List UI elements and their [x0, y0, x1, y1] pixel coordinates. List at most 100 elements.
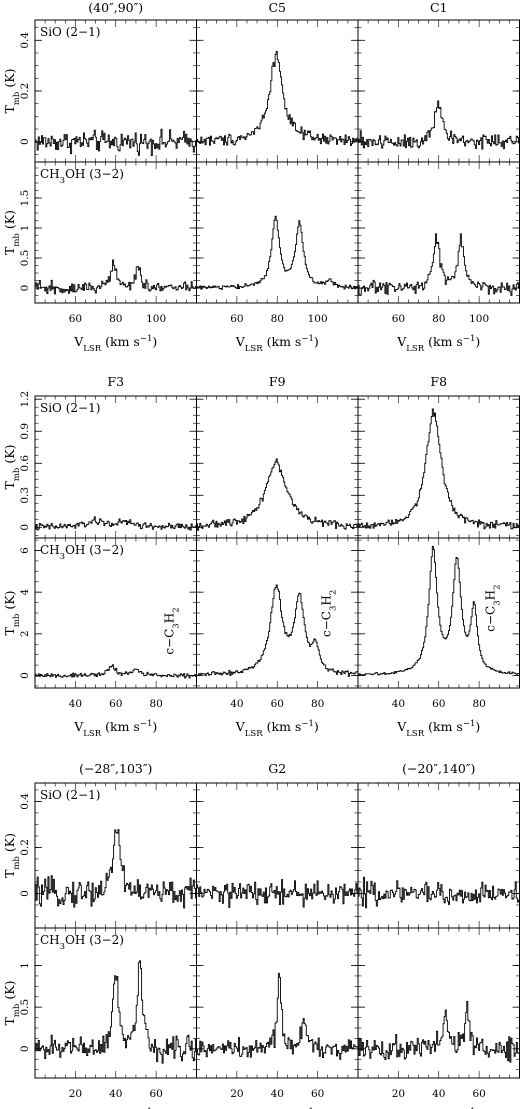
- panel-frame: [34, 395, 197, 539]
- annotation-c3h2: c−C3H2: [162, 607, 181, 654]
- spectrum-line: [358, 545, 520, 676]
- spectra-group-2: F3 F9 F8 0 0.3 0.6 0.9 1.2 Tmb (K) SiO (2−1) 0 2 4 6 T…: [2, 374, 520, 739]
- x-tick-label: 100: [308, 313, 328, 325]
- spectrum-line: [35, 829, 197, 909]
- x-axis-label: VLSR (km s−1): [235, 1107, 319, 1109]
- column-title: F8: [430, 374, 447, 389]
- x-axis-label: VLSR (km s−1): [396, 719, 480, 739]
- y-tick-label: 2: [19, 630, 31, 637]
- spectrum-line: [196, 50, 358, 146]
- annotation-c3h2: c−C3H2: [483, 584, 502, 631]
- x-tick-label: 40: [230, 698, 243, 710]
- y-tick-label: 0: [19, 890, 31, 897]
- y-tick-label: 0: [19, 524, 31, 531]
- x-axis-label: VLSR (km s−1): [235, 719, 319, 739]
- column-title: F3: [107, 374, 124, 389]
- y-tick-label: 0.4: [19, 32, 31, 49]
- y-tick-label: 6: [19, 547, 31, 554]
- y-tick-label: 0: [19, 285, 31, 292]
- x-axis-label: VLSR (km s−1): [396, 1107, 480, 1109]
- spectrum-line: [196, 215, 358, 290]
- x-tick-label: 60: [271, 698, 284, 710]
- panel-frame: [196, 782, 359, 929]
- y-axis-label: Tmb (K): [2, 591, 22, 636]
- y-tick-label: 0: [19, 1045, 31, 1052]
- panel-frame: [357, 927, 520, 1079]
- x-axis-label: VLSR (km s−1): [73, 1107, 157, 1109]
- y-tick-label: 0: [19, 672, 31, 679]
- x-tick-label: 80: [311, 698, 324, 710]
- x-tick-label: 20: [230, 1088, 243, 1100]
- x-axis-label: VLSR (km s−1): [235, 334, 319, 354]
- x-tick-label: 60: [230, 313, 243, 325]
- panel-frame: [357, 161, 520, 304]
- x-tick-label: 60: [472, 1088, 485, 1100]
- spectrum-line: [196, 584, 358, 677]
- y-axis-label: Tmb (K): [2, 69, 22, 114]
- x-axis-label: VLSR (km s−1): [396, 334, 480, 354]
- panel-frame: [196, 19, 359, 163]
- spectrum-line: [35, 960, 197, 1064]
- x-tick-label: 60: [149, 1088, 162, 1100]
- spectrum-line: [35, 259, 197, 295]
- y-tick-label: 0.9: [19, 423, 31, 440]
- x-tick-label: 80: [432, 313, 445, 325]
- x-tick-label: 60: [69, 313, 82, 325]
- x-tick-label: 80: [271, 313, 284, 325]
- spectrum-line: [196, 458, 358, 531]
- panel-frame: [357, 19, 520, 163]
- x-tick-label: 40: [109, 1088, 122, 1100]
- x-axis-label: VLSR (km s−1): [73, 719, 157, 739]
- molecule-label: SiO (2−1): [40, 788, 100, 802]
- spectrum-line: [358, 876, 520, 909]
- y-axis-label: Tmb (K): [2, 981, 22, 1026]
- spectrum-line: [196, 972, 358, 1060]
- y-tick-label: 1: [19, 962, 31, 969]
- x-tick-label: 40: [432, 1088, 445, 1100]
- panel-frame: [357, 782, 520, 929]
- column-title: (40″,90″): [88, 0, 143, 15]
- panel-frame: [196, 537, 359, 689]
- spectrum-line: [358, 233, 520, 296]
- panel-frame: [34, 782, 197, 929]
- molecule-label: CH3OH (3−2): [40, 167, 124, 186]
- y-tick-label: 1.2: [19, 391, 31, 408]
- molecule-label: CH3OH (3−2): [40, 933, 124, 952]
- column-title: (−28″,103″): [79, 761, 152, 776]
- x-tick-label: 60: [311, 1088, 324, 1100]
- x-tick-label: 100: [469, 313, 489, 325]
- spectrum-line: [35, 664, 197, 679]
- x-tick-label: 60: [392, 313, 405, 325]
- spectrum-line: [358, 100, 520, 150]
- spectra-group-1: (40″,90″) C5 C1 0 0.2 0.4 Tmb (K) SiO (2−1) 0 0.5…: [2, 0, 520, 354]
- y-axis-label: Tmb (K): [2, 445, 22, 490]
- column-title: C5: [268, 0, 286, 15]
- y-tick-label: 0.5: [19, 250, 31, 267]
- molecule-label: CH3OH (3−2): [40, 543, 124, 562]
- molecule-label: SiO (2−1): [40, 25, 100, 39]
- panel-frame: [196, 395, 359, 539]
- y-tick-label: 0.2: [19, 83, 31, 100]
- panel-frame: [196, 161, 359, 304]
- panel-frame: [34, 19, 197, 163]
- y-tick-label: 0.6: [19, 455, 31, 472]
- molecule-label: SiO (2−1): [40, 401, 100, 415]
- x-tick-label: 40: [392, 698, 405, 710]
- x-tick-label: 20: [392, 1088, 405, 1100]
- y-tick-label: 0: [19, 138, 31, 145]
- y-tick-label: 1: [19, 225, 31, 232]
- column-title: F9: [269, 374, 286, 389]
- y-tick-label: 0.5: [19, 999, 31, 1016]
- column-title: (−20″,140″): [402, 761, 475, 776]
- x-tick-label: 40: [69, 698, 82, 710]
- spectrum-line: [358, 1000, 520, 1063]
- x-tick-label: 40: [271, 1088, 284, 1100]
- y-tick-label: 1.5: [19, 190, 31, 207]
- x-tick-label: 80: [109, 313, 122, 325]
- spectrum-line: [35, 128, 197, 156]
- y-tick-label: 4: [19, 589, 31, 596]
- spectrum-line: [196, 879, 358, 908]
- spectrum-line: [358, 408, 520, 530]
- annotation-c3h2: c−C3H2: [320, 590, 339, 637]
